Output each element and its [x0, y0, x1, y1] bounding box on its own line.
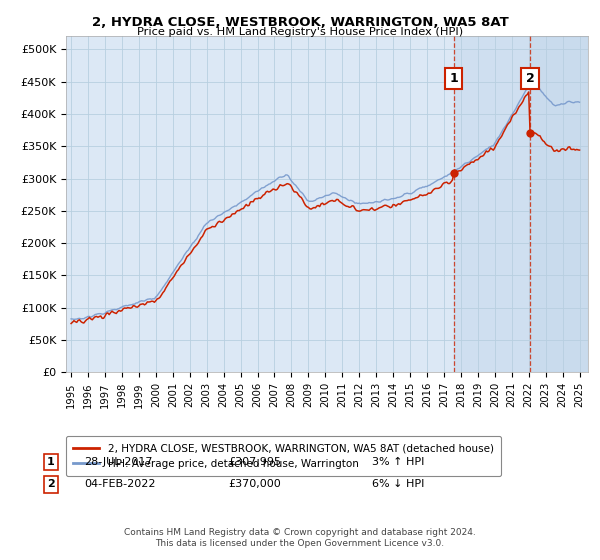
Bar: [454, 36, 588, 372]
Text: 6% ↓ HPI: 6% ↓ HPI: [372, 479, 424, 489]
Text: 2, HYDRA CLOSE, WESTBROOK, WARRINGTON, WA5 8AT: 2, HYDRA CLOSE, WESTBROOK, WARRINGTON, W…: [92, 16, 508, 29]
Text: 2: 2: [47, 479, 55, 489]
Bar: [530, 36, 588, 372]
Text: Price paid vs. HM Land Registry's House Price Index (HPI): Price paid vs. HM Land Registry's House …: [137, 27, 463, 37]
Text: 28-JUL-2017: 28-JUL-2017: [84, 457, 152, 467]
Text: £307,995: £307,995: [228, 457, 281, 467]
Text: 1: 1: [47, 457, 55, 467]
Text: 04-FEB-2022: 04-FEB-2022: [84, 479, 155, 489]
Text: Contains HM Land Registry data © Crown copyright and database right 2024.
This d: Contains HM Land Registry data © Crown c…: [124, 528, 476, 548]
Legend: 2, HYDRA CLOSE, WESTBROOK, WARRINGTON, WA5 8AT (detached house), HPI: Average pr: 2, HYDRA CLOSE, WESTBROOK, WARRINGTON, W…: [66, 436, 501, 476]
Text: £370,000: £370,000: [228, 479, 281, 489]
Text: 3% ↑ HPI: 3% ↑ HPI: [372, 457, 424, 467]
Text: 2: 2: [526, 72, 535, 85]
Text: 1: 1: [449, 72, 458, 85]
